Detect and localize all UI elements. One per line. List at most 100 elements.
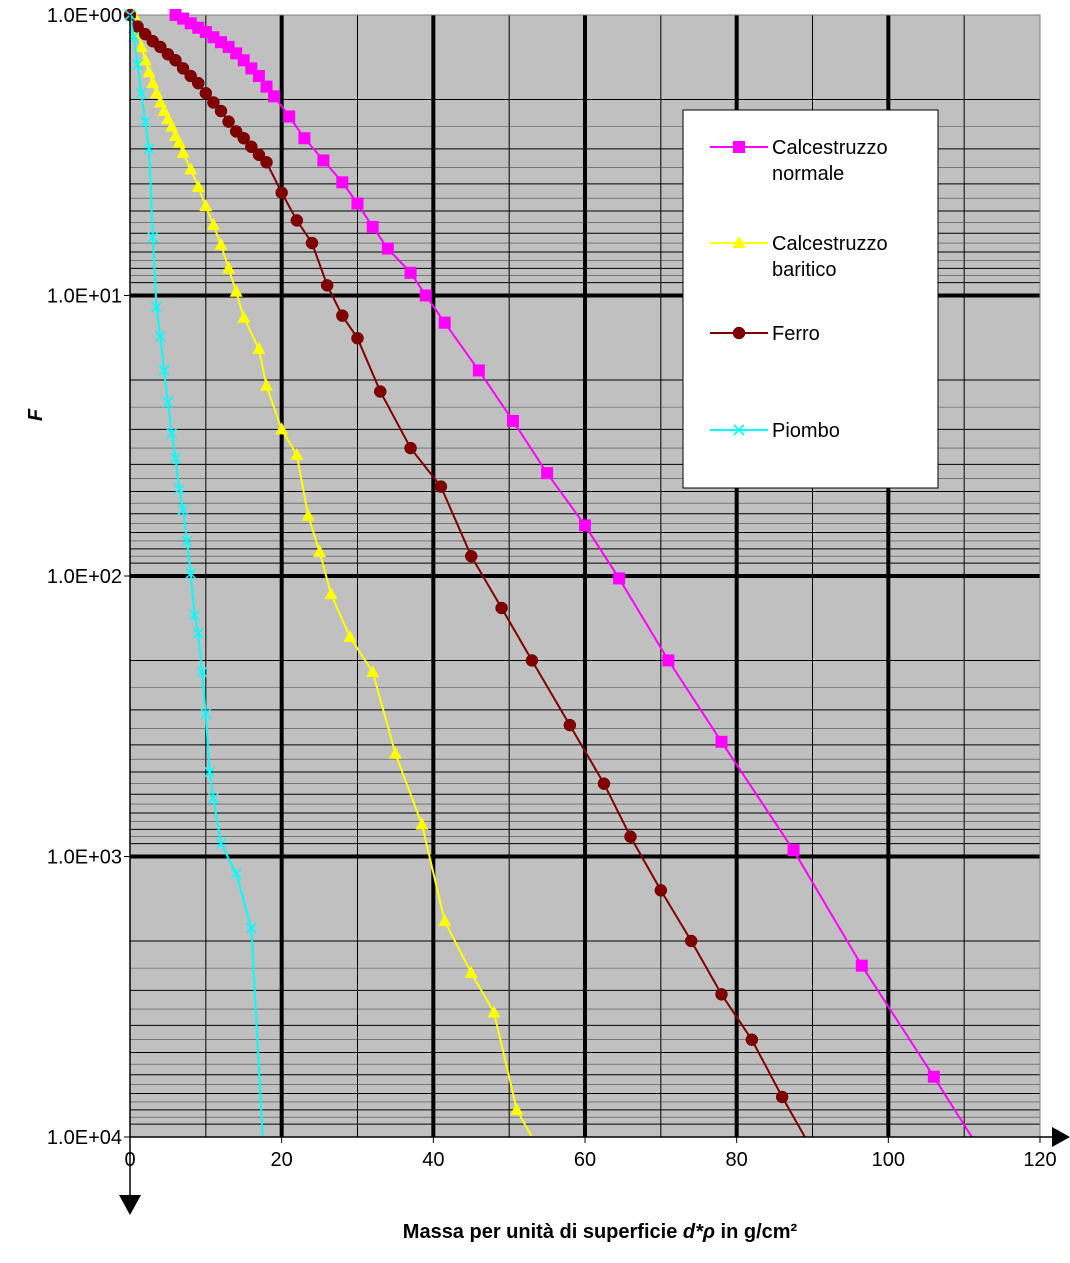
- data-point: [138, 53, 152, 66]
- legend-item: Calcestruzzo normale: [710, 137, 888, 185]
- data-point: [684, 934, 698, 948]
- data-point: [229, 284, 243, 297]
- data-point: [191, 179, 205, 192]
- data-point: [525, 654, 539, 667]
- data-point: [298, 132, 311, 145]
- series-markers: [124, 9, 257, 934]
- data-point: [275, 186, 288, 199]
- data-point: [305, 236, 319, 250]
- legend-label: Calcestruzzo: [772, 233, 888, 255]
- legend-marker: [732, 236, 746, 248]
- data-point: [177, 504, 189, 516]
- data-point: [301, 508, 315, 521]
- data-point: [143, 143, 155, 155]
- data-point: [506, 414, 519, 427]
- data-point: [172, 135, 186, 148]
- x-axis-label-prefix: Massa per unità di superficie: [403, 1221, 683, 1243]
- series-markers: [123, 8, 789, 1104]
- data-point: [196, 666, 208, 678]
- series-markers: [169, 9, 940, 1083]
- data-point: [495, 601, 508, 615]
- data-point: [222, 115, 235, 128]
- legend-marker: [733, 424, 745, 436]
- x-axis-label-variable: d*ρ: [683, 1221, 715, 1243]
- data-point: [139, 116, 151, 128]
- data-point: [260, 156, 273, 169]
- data-point: [214, 237, 228, 250]
- legend-label: Piombo: [772, 420, 840, 442]
- data-point: [154, 330, 166, 343]
- data-point: [245, 62, 258, 75]
- x-axis-label-suffix: in g/cm²: [715, 1221, 798, 1243]
- data-point: [404, 441, 417, 455]
- data-point: [199, 199, 213, 212]
- data-point: [162, 396, 174, 408]
- legend-box: [682, 109, 939, 489]
- legend-item: Calcestruzzo baritico: [710, 233, 888, 281]
- data-point: [343, 630, 357, 643]
- tick-labels: 0 20 40 60 80 100 120 1.0E+00 1.0E+01 1.0E+02 1.0E…: [47, 5, 1057, 1171]
- data-point: [268, 90, 281, 103]
- data-point: [200, 708, 212, 720]
- x-tick-label: 40: [422, 1149, 444, 1171]
- data-point: [158, 364, 170, 377]
- data-point: [181, 535, 193, 547]
- data-point: [146, 76, 160, 89]
- x-axis-label: Massa per unità di superficie d*ρ in g/c…: [403, 1221, 798, 1243]
- y-tick-label: 1.0E+02: [47, 566, 122, 588]
- axes-layer: [119, 14, 1070, 1215]
- data-point: [260, 378, 273, 391]
- data-point: [245, 922, 257, 934]
- data-point: [185, 567, 197, 580]
- data-point: [317, 154, 330, 167]
- data-point: [624, 830, 637, 843]
- data-point: [374, 385, 387, 398]
- data-point: [150, 86, 164, 99]
- data-point: [351, 331, 364, 345]
- data-point: [199, 86, 213, 100]
- data-point: [275, 422, 289, 435]
- x-tick-label: 20: [271, 1149, 293, 1171]
- series-layer: [123, 8, 973, 1138]
- legend-item: Ferro: [710, 323, 820, 345]
- data-point: [404, 266, 417, 279]
- data-point: [465, 549, 478, 563]
- data-point: [775, 1090, 789, 1104]
- data-point: [283, 110, 296, 123]
- legend-label: Ferro: [772, 323, 820, 345]
- data-point: [134, 39, 148, 52]
- data-point: [176, 62, 190, 75]
- x-tick-label: 60: [574, 1149, 596, 1171]
- series-1: [169, 9, 973, 1138]
- data-point: [135, 87, 147, 99]
- data-point: [563, 718, 577, 732]
- data-point: [150, 301, 163, 313]
- x-tick-label: 0: [124, 1149, 135, 1171]
- data-point: [366, 221, 379, 234]
- data-point: [215, 838, 227, 850]
- data-point: [366, 665, 380, 678]
- data-point: [166, 427, 178, 439]
- data-point: [662, 654, 675, 667]
- data-point: [206, 217, 220, 230]
- x-tick-label: 120: [1023, 1149, 1056, 1171]
- data-point: [142, 65, 156, 78]
- data-point: [320, 279, 334, 292]
- data-point: [154, 40, 167, 54]
- x-axis-arrow: [1052, 1127, 1070, 1147]
- data-point: [207, 792, 219, 804]
- data-point: [245, 140, 258, 154]
- y-axis-label: F: [25, 408, 47, 421]
- data-point: [252, 341, 266, 354]
- legend-label: Calcestruzzo: [772, 137, 888, 159]
- data-point: [153, 95, 167, 108]
- data-point: [381, 242, 394, 255]
- series-markers: [127, 8, 524, 1115]
- data-point: [165, 119, 179, 132]
- data-point: [290, 214, 304, 227]
- data-point: [237, 131, 250, 145]
- data-point: [927, 1070, 940, 1083]
- data-point: [147, 231, 159, 243]
